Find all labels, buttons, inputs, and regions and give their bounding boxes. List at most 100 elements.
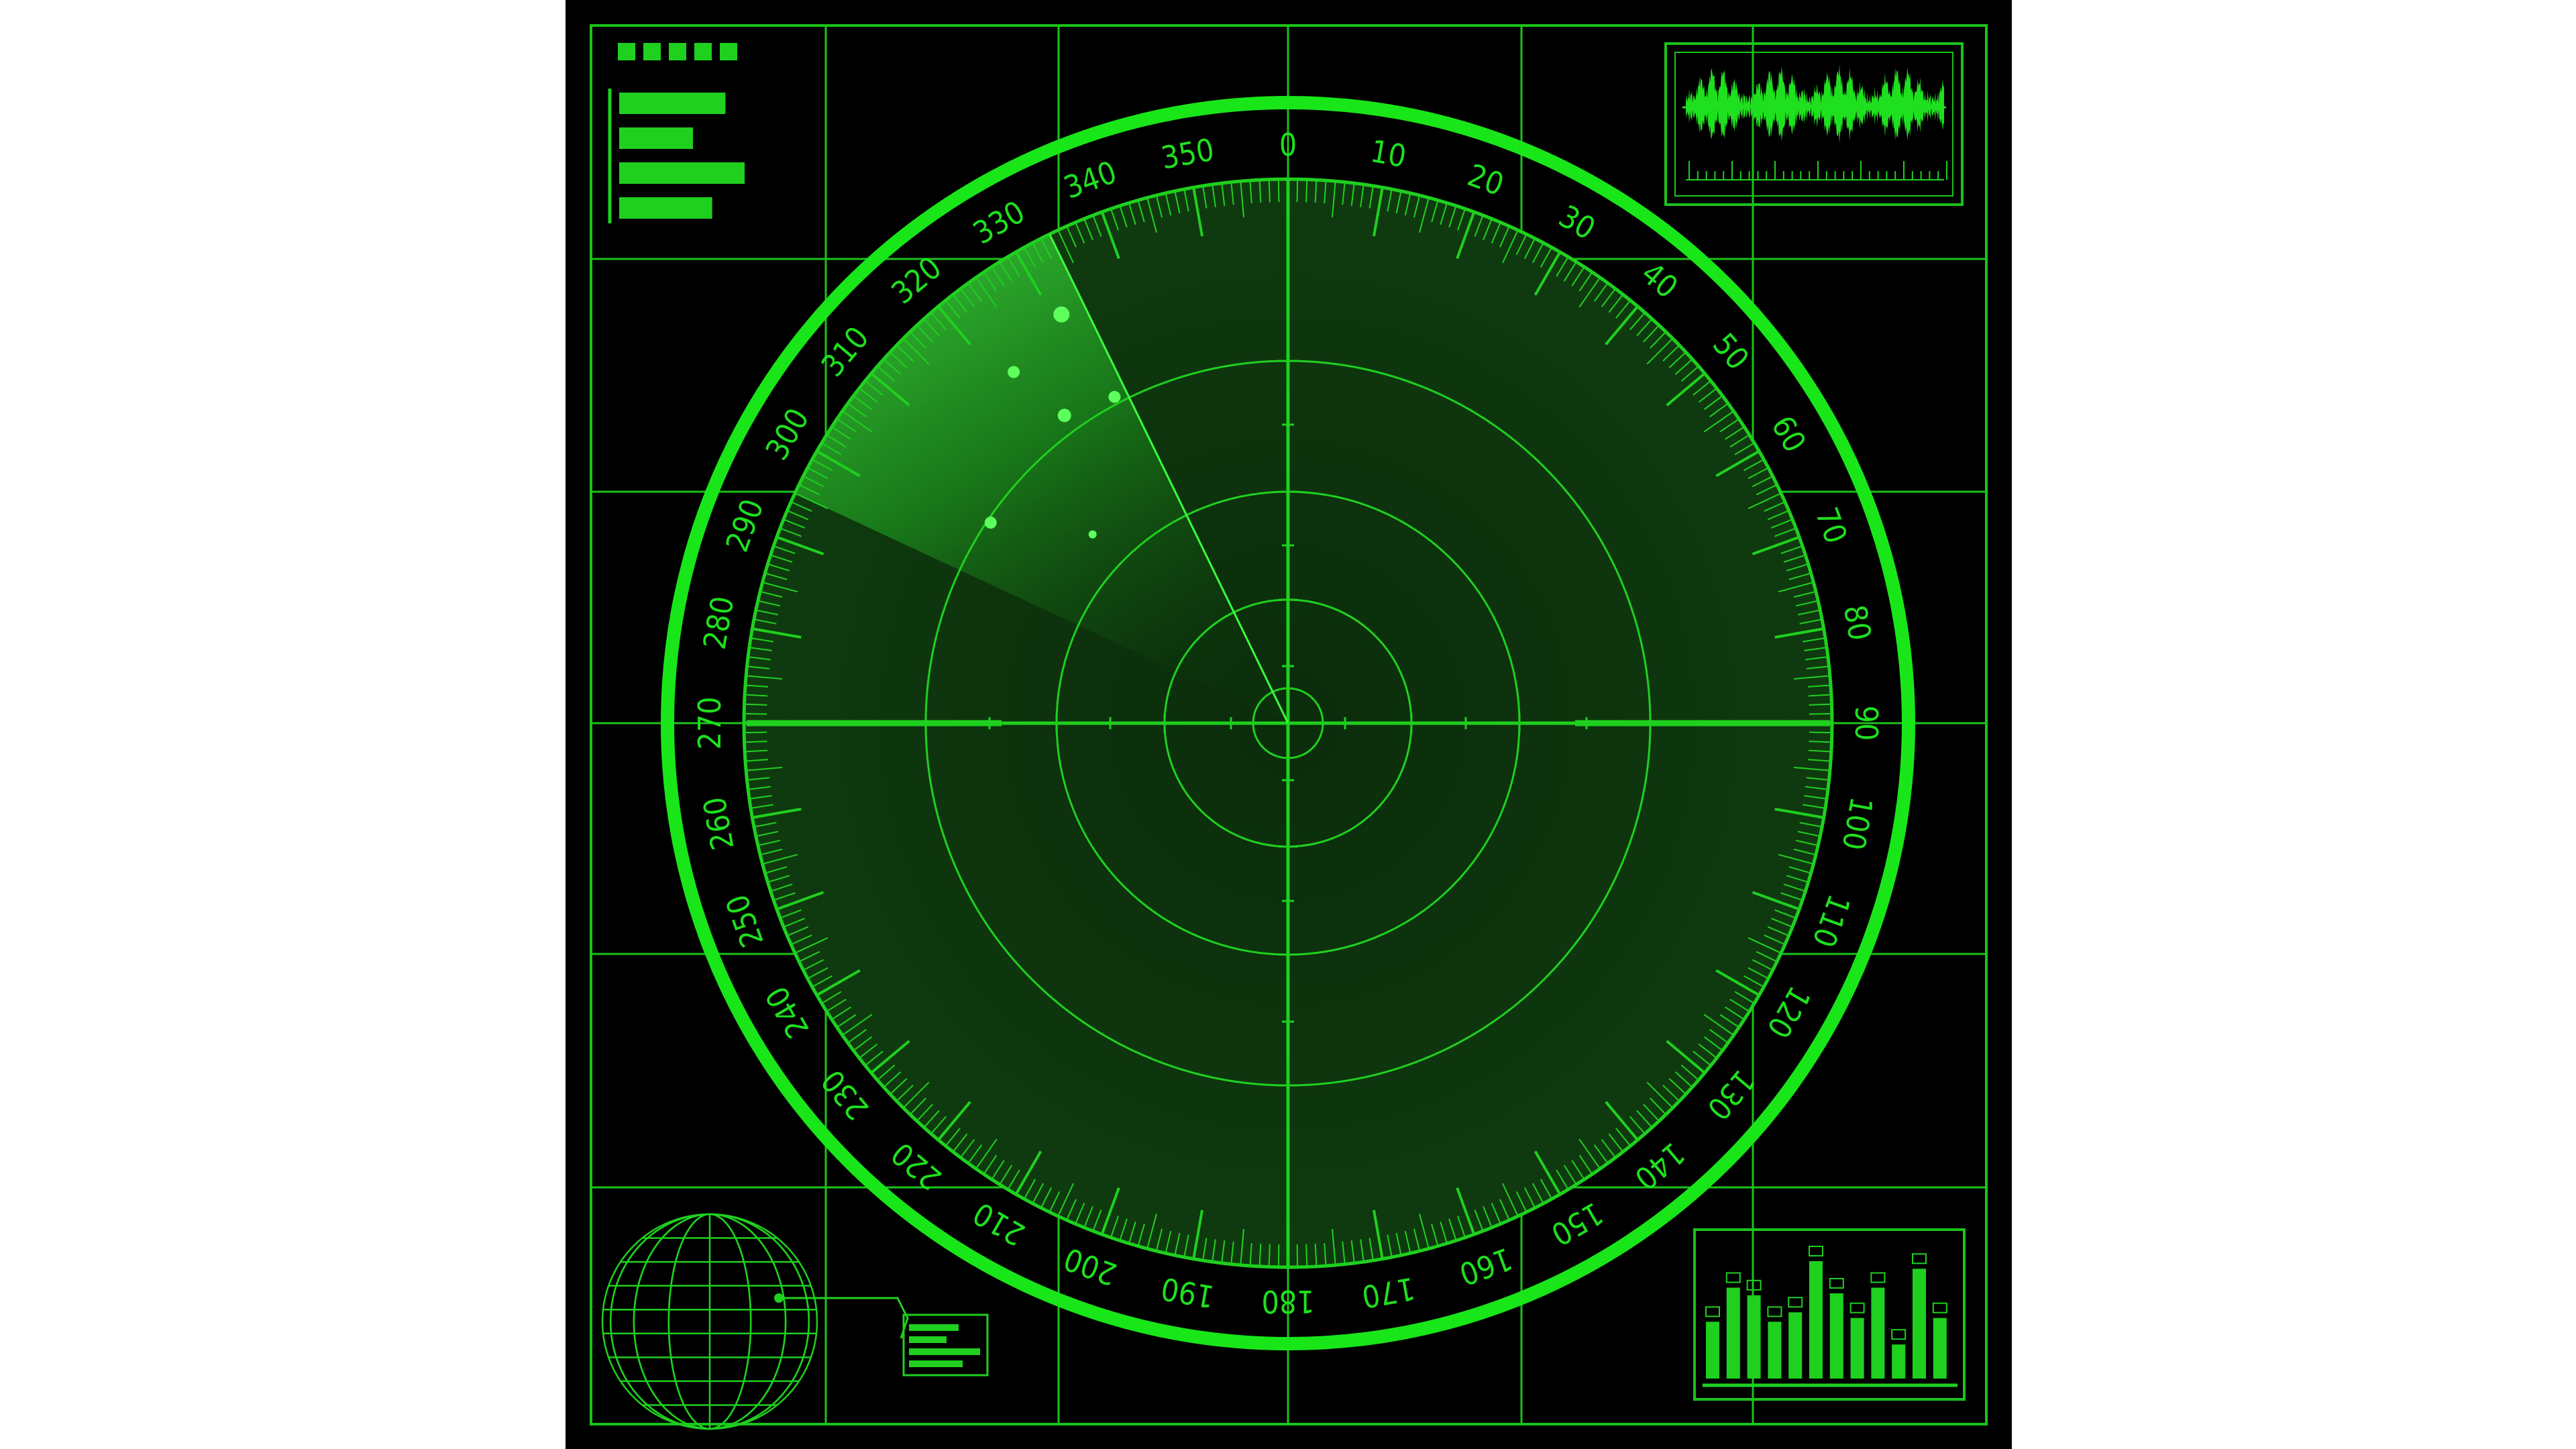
bearing-label-70: 70 bbox=[1809, 502, 1855, 548]
tick-mark bbox=[1258, 1243, 1262, 1267]
bar-chart-bars bbox=[1705, 1246, 1947, 1379]
tick-mark bbox=[748, 795, 772, 800]
bearing-label-330: 330 bbox=[967, 193, 1030, 251]
tick-mark bbox=[1305, 178, 1308, 203]
tick-mark bbox=[1057, 229, 1074, 264]
tick-mark bbox=[1373, 1210, 1384, 1260]
tick-mark bbox=[1249, 1243, 1252, 1267]
waveform-shape bbox=[1686, 64, 1944, 144]
tick-mark bbox=[869, 1040, 910, 1075]
tick-mark bbox=[1360, 1239, 1364, 1263]
tick-mark bbox=[1593, 1144, 1609, 1165]
chart-bar bbox=[1850, 1318, 1864, 1379]
tick-mark bbox=[983, 271, 998, 292]
tick-mark bbox=[882, 358, 902, 375]
tick-mark bbox=[1734, 441, 1756, 455]
tick-mark bbox=[1643, 1104, 1660, 1122]
sweep-edge-line bbox=[1049, 234, 1289, 724]
tick-mark bbox=[1418, 1213, 1430, 1250]
tick-mark bbox=[882, 1071, 902, 1089]
horizontal-bar bbox=[619, 197, 712, 219]
tick-mark bbox=[782, 518, 805, 529]
tick-mark bbox=[1668, 351, 1687, 368]
tick-mark bbox=[1049, 1191, 1061, 1214]
tick-mark bbox=[790, 500, 812, 512]
tick-mark bbox=[1743, 975, 1765, 988]
tick-mark bbox=[1578, 276, 1601, 308]
tick-mark bbox=[744, 749, 768, 753]
tick-mark bbox=[1350, 182, 1355, 206]
bearing-label-30: 30 bbox=[1553, 198, 1602, 247]
tick-mark bbox=[747, 786, 771, 790]
tick-mark bbox=[1418, 197, 1430, 233]
tick-mark bbox=[1368, 184, 1375, 209]
indicator-square bbox=[720, 43, 737, 60]
bearing-label-350: 350 bbox=[1159, 131, 1217, 176]
tick-mark bbox=[852, 394, 873, 411]
crosshair-ticks bbox=[924, 360, 1652, 1087]
tick-mark bbox=[1650, 331, 1667, 349]
chart-bar-cap bbox=[1767, 1306, 1782, 1318]
tick-mark bbox=[775, 891, 824, 911]
tick-mark bbox=[794, 492, 828, 509]
tick-mark bbox=[967, 282, 983, 302]
chart-bar-cap bbox=[1891, 1329, 1907, 1340]
tick-mark bbox=[1715, 449, 1761, 478]
tick-mark bbox=[1474, 1210, 1484, 1232]
tick-mark bbox=[748, 647, 772, 651]
tick-mark bbox=[1578, 271, 1593, 292]
tick-mark bbox=[1074, 221, 1085, 244]
tick-mark bbox=[1698, 387, 1718, 403]
bearing-label-300: 300 bbox=[758, 402, 816, 466]
outer-bezel-ring bbox=[661, 96, 1915, 1350]
tick-mark bbox=[930, 311, 947, 331]
tick-mark bbox=[1804, 647, 1828, 651]
tick-mark bbox=[1680, 365, 1700, 382]
bearing-label-90: 90 bbox=[1848, 706, 1884, 741]
tick-mark bbox=[751, 808, 802, 819]
tick-mark bbox=[1350, 1240, 1355, 1265]
tick-mark bbox=[1314, 179, 1318, 203]
tick-mark bbox=[759, 590, 783, 598]
tick-mark bbox=[896, 344, 914, 362]
tick-mark bbox=[1165, 1230, 1172, 1254]
radar-display: 0 102030405060708090100110120130140150160… bbox=[590, 24, 1988, 1430]
tick-mark bbox=[1556, 256, 1570, 277]
tick-mark bbox=[841, 410, 873, 433]
tick-mark bbox=[798, 484, 820, 496]
callout-line-3 bbox=[909, 1348, 980, 1355]
tick-mark bbox=[1615, 1128, 1631, 1147]
bearing-label-250: 250 bbox=[718, 890, 771, 952]
bearing-ticks bbox=[742, 177, 1834, 1269]
tick-mark bbox=[767, 875, 790, 883]
tick-mark bbox=[930, 1116, 947, 1135]
tick-mark bbox=[820, 991, 842, 1005]
tick-mark bbox=[1540, 246, 1553, 268]
tick-mark bbox=[847, 1028, 867, 1044]
tick-mark bbox=[1100, 1187, 1120, 1236]
tick-mark bbox=[1783, 554, 1807, 563]
tick-mark bbox=[916, 324, 933, 343]
indicator-square bbox=[694, 43, 712, 60]
horizontal-bar bbox=[619, 93, 726, 114]
tick-mark bbox=[1413, 1228, 1421, 1252]
tick-mark bbox=[1368, 1238, 1375, 1262]
tick-mark bbox=[1146, 1213, 1158, 1250]
radar-screen: 0 10 20 30 40 50 60 70 80 90 100 110 120 130 140 150 160… bbox=[566, 0, 2012, 1449]
chart-bar bbox=[1913, 1269, 1926, 1379]
chart-bar bbox=[1809, 1261, 1823, 1379]
bearing-label-170: 170 bbox=[1359, 1270, 1417, 1315]
tick-mark bbox=[1100, 211, 1120, 260]
tick-mark bbox=[1643, 324, 1660, 343]
chart-bar-cap bbox=[1932, 1302, 1947, 1313]
tick-mark bbox=[876, 1065, 896, 1081]
tick-mark bbox=[1709, 1028, 1729, 1044]
chart-bar bbox=[1892, 1344, 1906, 1379]
tick-mark bbox=[983, 1155, 998, 1175]
tick-mark bbox=[1268, 178, 1271, 203]
tick-mark bbox=[1693, 380, 1712, 396]
tick-mark bbox=[745, 675, 782, 680]
tick-mark bbox=[936, 305, 971, 345]
tick-mark bbox=[1192, 1210, 1203, 1260]
tick-mark bbox=[806, 466, 828, 480]
